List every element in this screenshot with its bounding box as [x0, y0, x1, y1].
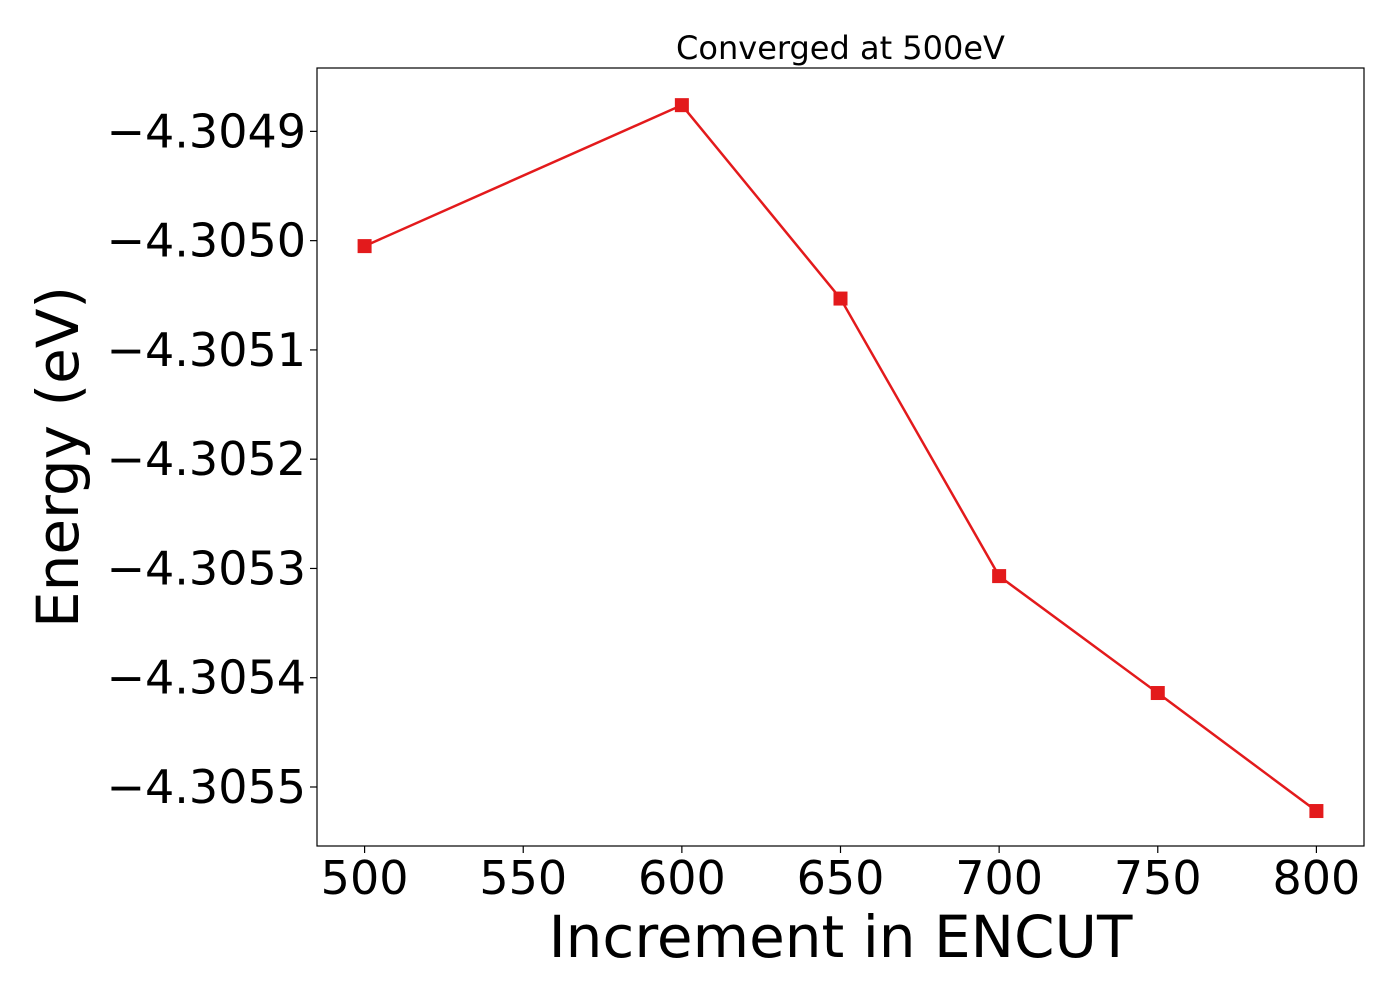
x-tick-label: 500	[321, 851, 409, 905]
x-axis-label: Increment in ENCUT	[549, 903, 1133, 971]
x-tick-label: 650	[797, 851, 885, 905]
x-tick-label: 800	[1273, 851, 1361, 905]
data-point-marker	[1150, 686, 1165, 701]
x-tick-label: 750	[1114, 851, 1202, 905]
y-tick-label: −4.3055	[107, 760, 307, 814]
y-axis-ticks: −4.3049 −4.3050 −4.3051 −4.3052 −4.3053 −4.30…	[107, 104, 317, 814]
y-tick-label: −4.3051	[107, 323, 307, 377]
y-tick-label: −4.3054	[107, 651, 307, 705]
x-tick-label: 550	[479, 851, 567, 905]
plot-area-frame	[316, 67, 1365, 847]
series-line	[364, 103, 1318, 813]
y-tick-label: −4.3049	[107, 104, 307, 158]
y-tick-label: −4.3053	[107, 541, 307, 595]
x-tick-label: 700	[955, 851, 1043, 905]
data-point-marker	[674, 98, 689, 113]
x-axis-ticks: 500 550 600 650 700 750 800	[321, 846, 1361, 905]
data-point-marker	[833, 291, 848, 306]
data-point-marker	[1309, 804, 1324, 819]
y-axis-label: Energy (eV)	[24, 286, 92, 628]
y-tick-label: −4.3050	[107, 214, 307, 268]
chart-title: Converged at 500eV	[676, 29, 1005, 67]
x-tick-label: 600	[638, 851, 726, 905]
data-point-marker	[357, 239, 372, 254]
y-tick-label: −4.3052	[107, 432, 307, 486]
data-point-marker	[992, 569, 1007, 584]
series-layer	[357, 98, 1324, 819]
